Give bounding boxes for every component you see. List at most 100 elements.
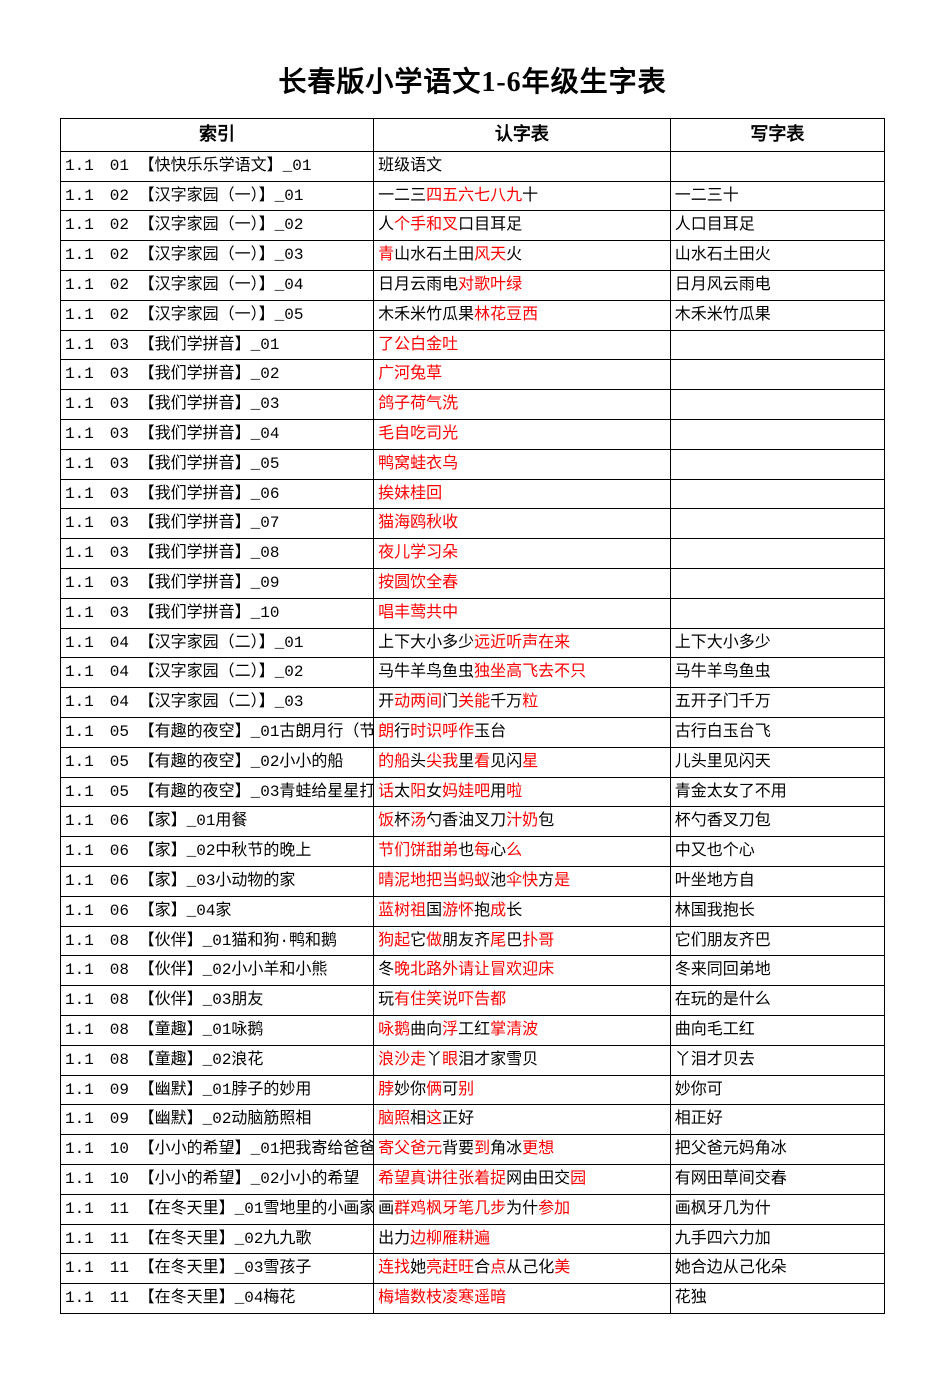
plain-text: 马牛羊鸟鱼虫 bbox=[378, 663, 474, 680]
recognize-cell: 一二三四五六七八九十 bbox=[374, 181, 671, 211]
recognize-cell: 晴泥地把当蚂蚁池伞快方是 bbox=[374, 867, 671, 897]
plain-text: 国 bbox=[426, 902, 442, 919]
plain-text: 妙你 bbox=[394, 1081, 426, 1098]
recognize-cell: 画群鸡枫牙笔几步为什参加 bbox=[374, 1194, 671, 1224]
table-row: 1.1 04 【汉字家园（二）】_01上下大小多少远近听声在来上下大小多少 bbox=[61, 628, 885, 658]
plain-text: 上下大小多少 bbox=[675, 634, 771, 651]
write-cell: 马牛羊鸟鱼虫 bbox=[670, 658, 884, 688]
write-cell bbox=[670, 539, 884, 569]
plain-text: 它们朋友齐巴 bbox=[675, 932, 771, 949]
plain-text: 冬 bbox=[378, 961, 394, 978]
plain-text: 池 bbox=[490, 872, 506, 889]
index-cell: 1.1 03 【我们学拼音】_07 bbox=[61, 509, 374, 539]
recognize-cell: 日月云雨电对歌叶绿 bbox=[374, 271, 671, 301]
plain-text: 包 bbox=[538, 812, 554, 829]
plain-text: 为什 bbox=[506, 1200, 538, 1217]
plain-text: 日月风云雨电 bbox=[675, 276, 771, 293]
highlighted-text: 扑哥 bbox=[522, 932, 554, 949]
highlighted-text: 节们饼甜弟 bbox=[378, 842, 458, 859]
recognize-cell: 毛自吃司光 bbox=[374, 420, 671, 450]
write-cell: 山水石土田火 bbox=[670, 241, 884, 271]
plain-text: 山水石土田 bbox=[394, 246, 474, 263]
index-cell: 1.1 08 【伙伴】_02小小羊和小熊 bbox=[61, 956, 374, 986]
plain-text: 上下大小多少 bbox=[378, 634, 474, 651]
recognize-cell: 按圆饮全春 bbox=[374, 569, 671, 599]
table-row: 1.1 10 【小小的希望】_01把我寄给爸爸寄父爸元背要到角冰更想把父爸元妈角… bbox=[61, 1135, 885, 1165]
write-cell bbox=[670, 509, 884, 539]
plain-text: 在玩的是什么 bbox=[675, 991, 771, 1008]
plain-text: 画 bbox=[378, 1200, 394, 1217]
table-row: 1.1 03 【我们学拼音】_01了公白金吐 bbox=[61, 330, 885, 360]
highlighted-text: 晴泥地把当蚂蚁 bbox=[378, 872, 490, 889]
table-row: 1.1 01 【快快乐乐学语文】_01班级语文 bbox=[61, 151, 885, 181]
table-row: 1.1 08 【伙伴】_03朋友玩有住笑说吓告都在玩的是什么 bbox=[61, 986, 885, 1016]
write-cell: 儿头里见闪天 bbox=[670, 747, 884, 777]
plain-text: 头 bbox=[410, 753, 426, 770]
plain-text: 丫泪才贝去 bbox=[675, 1051, 755, 1068]
table-row: 1.1 03 【我们学拼音】_08夜儿学习朵 bbox=[61, 539, 885, 569]
highlighted-text: 尾 bbox=[490, 932, 506, 949]
index-cell: 1.1 03 【我们学拼音】_03 bbox=[61, 390, 374, 420]
write-cell: 在玩的是什么 bbox=[670, 986, 884, 1016]
recognize-cell: 的船头尖我里看见闪星 bbox=[374, 747, 671, 777]
plain-text: 工红 bbox=[458, 1021, 490, 1038]
highlighted-text: 寄父爸元 bbox=[378, 1140, 442, 1157]
plain-text: 抱 bbox=[474, 902, 490, 919]
recognize-cell: 玩有住笑说吓告都 bbox=[374, 986, 671, 1016]
write-cell: 把父爸元妈角冰 bbox=[670, 1135, 884, 1165]
write-cell: 九手四六力加 bbox=[670, 1224, 884, 1254]
plain-text: 门 bbox=[442, 693, 458, 710]
write-cell: 杯勺香叉刀包 bbox=[670, 807, 884, 837]
plain-text: 中又也个心 bbox=[675, 842, 755, 859]
highlighted-text: 鸽子荷气洗 bbox=[378, 395, 458, 412]
plain-text: 山水石土田火 bbox=[675, 246, 771, 263]
plain-text: 泪才家雪贝 bbox=[458, 1051, 538, 1068]
highlighted-text: 看 bbox=[474, 753, 490, 770]
plain-text: 女 bbox=[426, 783, 442, 800]
plain-text: 十 bbox=[522, 187, 538, 204]
index-cell: 1.1 03 【我们学拼音】_08 bbox=[61, 539, 374, 569]
highlighted-text: 粒 bbox=[522, 693, 538, 710]
plain-text: 网由田交 bbox=[506, 1170, 570, 1187]
highlighted-text: 做 bbox=[426, 932, 442, 949]
highlighted-text: 夜儿学习朵 bbox=[378, 544, 458, 561]
recognize-cell: 青山水石土田风天火 bbox=[374, 241, 671, 271]
table-row: 1.1 02 【汉字家园（一）】_02人个手和叉口目耳足人口目耳足 bbox=[61, 211, 885, 241]
index-cell: 1.1 02 【汉字家园（一）】_03 bbox=[61, 241, 374, 271]
recognize-cell: 梅墙数枝凌寒遥暗 bbox=[374, 1284, 671, 1314]
header-write: 写字表 bbox=[670, 119, 884, 152]
highlighted-text: 有住笑说吓告都 bbox=[394, 991, 506, 1008]
highlighted-text: 眼 bbox=[442, 1051, 458, 1068]
plain-text: 杯勺香叉刀包 bbox=[675, 812, 771, 829]
table-row: 1.1 03 【我们学拼音】_05鸭窝蛙衣乌 bbox=[61, 449, 885, 479]
plain-text: 角冰 bbox=[490, 1140, 522, 1157]
highlighted-text: 脖 bbox=[378, 1081, 394, 1098]
plain-text: 曲向 bbox=[410, 1021, 442, 1038]
index-cell: 1.1 02 【汉字家园（一）】_05 bbox=[61, 300, 374, 330]
index-cell: 1.1 03 【我们学拼音】_04 bbox=[61, 420, 374, 450]
write-cell: 一二三十 bbox=[670, 181, 884, 211]
index-cell: 1.1 08 【童趣】_02浪花 bbox=[61, 1045, 374, 1075]
table-row: 1.1 02 【汉字家园（一）】_05木禾米竹瓜果林花豆西木禾米竹瓜果 bbox=[61, 300, 885, 330]
table-row: 1.1 03 【我们学拼音】_06挨妹桂回 bbox=[61, 479, 885, 509]
highlighted-text: 个手和叉 bbox=[394, 216, 458, 233]
highlighted-text: 别 bbox=[458, 1081, 474, 1098]
table-row: 1.1 03 【我们学拼音】_03鸽子荷气洗 bbox=[61, 390, 885, 420]
table-row: 1.1 06 【家】_03小动物的家晴泥地把当蚂蚁池伞快方是叶坐地方自 bbox=[61, 867, 885, 897]
highlighted-text: 阳 bbox=[410, 783, 426, 800]
highlighted-text: 伞快 bbox=[506, 872, 538, 889]
write-cell: 叶坐地方自 bbox=[670, 867, 884, 897]
plain-text: 杯 bbox=[394, 812, 410, 829]
table-row: 1.1 02 【汉字家园（一）】_03青山水石土田风天火山水石土田火 bbox=[61, 241, 885, 271]
plain-text: 千万 bbox=[490, 693, 522, 710]
table-row: 1.1 11 【在冬天里】_03雪孩子连找她亮赶旺合点从己化美她合边从己化朵 bbox=[61, 1254, 885, 1284]
table-row: 1.1 05 【有趣的夜空】_02小小的船的船头尖我里看见闪星儿头里见闪天 bbox=[61, 747, 885, 777]
table-row: 1.1 10 【小小的希望】_02小小的希望希望真讲往张着捉网由田交园有网田草间… bbox=[61, 1164, 885, 1194]
index-cell: 1.1 11 【在冬天里】_01雪地里的小画家 bbox=[61, 1194, 374, 1224]
plain-text: 从己化 bbox=[506, 1259, 554, 1276]
highlighted-text: 参加 bbox=[538, 1200, 570, 1217]
plain-text: 见闪 bbox=[490, 753, 522, 770]
highlighted-text: 尖我 bbox=[426, 753, 458, 770]
highlighted-text: 咏鹅 bbox=[378, 1021, 410, 1038]
highlighted-text: 浪沙走 bbox=[378, 1051, 426, 1068]
